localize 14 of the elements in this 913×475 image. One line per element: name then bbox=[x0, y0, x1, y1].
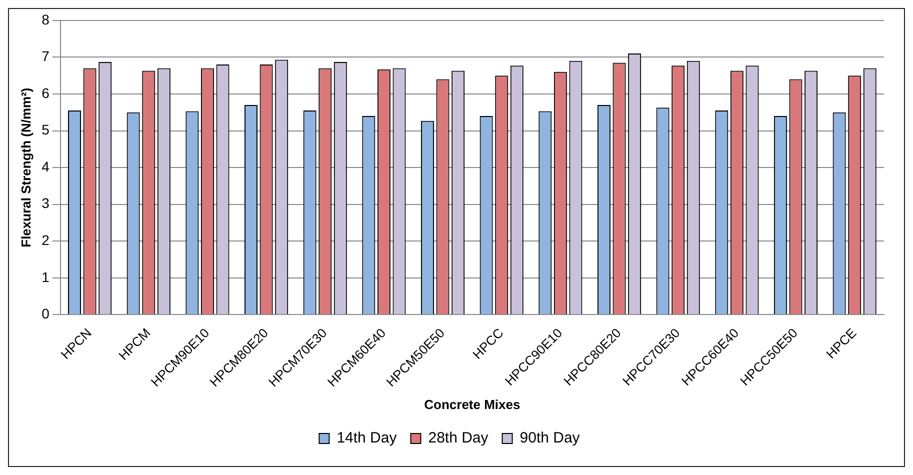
y-axis-title: Flexural Strength (N/mm²) bbox=[18, 88, 34, 248]
y-tick-label: 1 bbox=[42, 268, 50, 285]
x-axis-title: Concrete Mixes bbox=[424, 396, 520, 412]
y-tick-label: 3 bbox=[42, 195, 50, 212]
y-tick-label: 8 bbox=[42, 11, 50, 28]
y-tick-label: 7 bbox=[42, 48, 50, 64]
legend-label: 28th Day bbox=[428, 430, 489, 447]
y-tick-label: 4 bbox=[42, 158, 50, 174]
legend-label: 90th Day bbox=[520, 430, 580, 447]
y-tick-label: 6 bbox=[42, 84, 50, 101]
y-tick-label: 0 bbox=[42, 306, 50, 322]
y-tick-label: 2 bbox=[42, 232, 50, 248]
y-tick-label: 5 bbox=[42, 122, 50, 138]
legend-label: 14th Day bbox=[336, 430, 398, 447]
